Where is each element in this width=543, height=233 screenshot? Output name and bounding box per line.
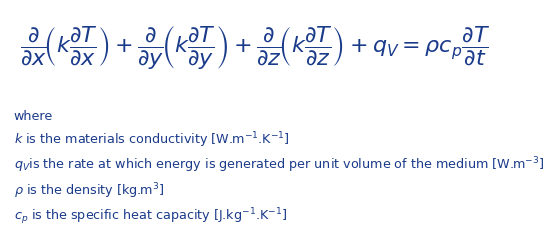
Text: $\dfrac{\partial}{\partial x}\!\left(k\dfrac{\partial T}{\partial x}\right) + \d: $\dfrac{\partial}{\partial x}\!\left(k\d… — [20, 23, 490, 71]
Text: $k$ is the materials conductivity [W.m$^{\mathsf{-1}}$.K$^{\mathsf{-1}}$]: $k$ is the materials conductivity [W.m$^… — [14, 130, 289, 150]
Text: where: where — [14, 110, 53, 123]
Text: $c_{p}$ is the specific heat capacity [J.kg$^{\mathsf{-1}}$.K$^{\mathsf{-1}}$]: $c_{p}$ is the specific heat capacity [J… — [14, 206, 287, 227]
Text: $\rho$ is the density [kg.m$^{\mathsf{3}}$]: $\rho$ is the density [kg.m$^{\mathsf{3}… — [14, 181, 164, 201]
Text: $q_{V}$is the rate at which energy is generated per unit volume of the medium [W: $q_{V}$is the rate at which energy is ge… — [14, 156, 543, 175]
